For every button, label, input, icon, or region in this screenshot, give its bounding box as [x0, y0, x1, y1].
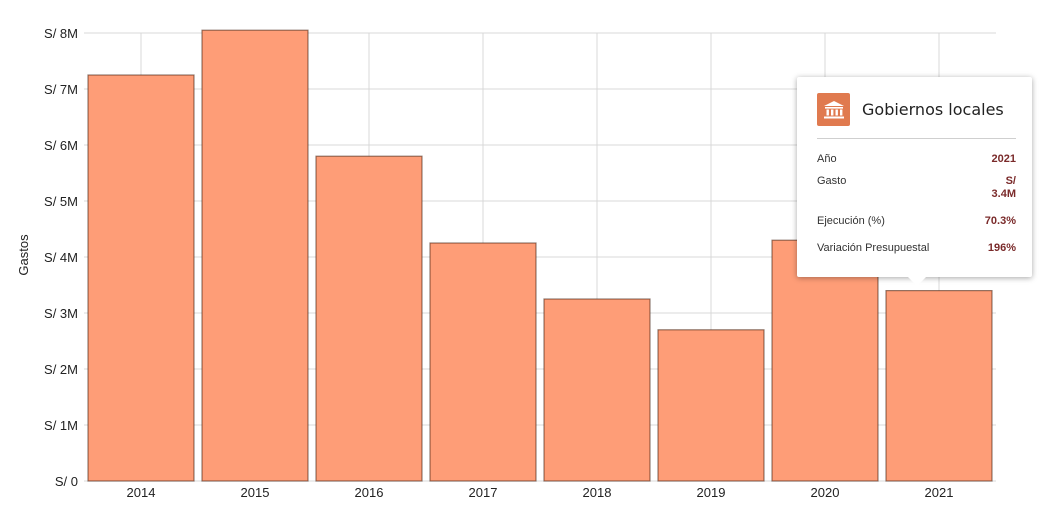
bar-2015[interactable] — [201, 29, 309, 482]
y-axis-ticks: S/ 0 S/ 1M S/ 2M S/ 3M S/ 4M S/ 5M S/ 6M S/ 7M S… — [44, 26, 78, 489]
bar-2018[interactable] — [543, 298, 651, 482]
bar-2014[interactable] — [87, 74, 195, 482]
x-tick-label: 2015 — [241, 485, 270, 500]
tooltip: Gobiernos locales Año 2021 Gasto S/ 3.4M… — [797, 77, 1032, 286]
x-tick-label: 2019 — [697, 485, 726, 500]
bars — [87, 29, 993, 482]
y-tick-label: S/ 7M — [44, 82, 78, 97]
tooltip-header: Gobiernos locales — [817, 93, 1016, 139]
tooltip-label: Ejecución (%) — [817, 215, 885, 227]
bar-2021[interactable] — [885, 290, 993, 482]
y-tick-label: S/ 2M — [44, 362, 78, 377]
y-tick-label: S/ 4M — [44, 250, 78, 265]
y-tick-label: S/ 5M — [44, 194, 78, 209]
x-tick-label: 2016 — [355, 485, 384, 500]
tooltip-label: Año — [817, 153, 837, 165]
x-tick-label: 2014 — [127, 485, 156, 500]
y-tick-label: S/ 0 — [55, 474, 78, 489]
bar-2017[interactable] — [429, 242, 537, 482]
tooltip-row-year: Año 2021 — [817, 153, 1016, 166]
tooltip-title: Gobiernos locales — [862, 100, 1004, 119]
tooltip-row-variation: Variación Presupuestal 196% — [817, 242, 1016, 255]
tooltip-value: 2021 — [991, 153, 1016, 165]
tooltip-label: Variación Presupuestal — [817, 242, 930, 254]
tooltip-value: S/ 3.4M — [991, 175, 1016, 200]
x-tick-label: 2017 — [469, 485, 498, 500]
bar-2016[interactable] — [315, 155, 423, 482]
government-building-icon — [817, 93, 850, 126]
x-tick-label: 2020 — [811, 485, 840, 500]
tooltip-value: 196% — [987, 242, 1016, 254]
x-tick-label: 2021 — [925, 485, 954, 500]
bar-2019[interactable] — [657, 329, 765, 482]
y-tick-label: S/ 6M — [44, 138, 78, 153]
x-axis-ticks: 2014 2015 2016 2017 2018 2019 2020 2021 — [127, 485, 954, 500]
tooltip-row-execution: Ejecución (%) 70.3% — [817, 215, 1016, 228]
y-tick-label: S/ 8M — [44, 26, 78, 41]
tooltip-value: 70.3% — [984, 215, 1016, 227]
y-tick-label: S/ 1M — [44, 418, 78, 433]
tooltip-label: Gasto — [817, 175, 847, 187]
tooltip-row-spend: Gasto S/ 3.4M — [817, 175, 1016, 201]
x-tick-label: 2018 — [583, 485, 612, 500]
y-axis-label: Gastos — [16, 234, 31, 276]
y-tick-label: S/ 3M — [44, 306, 78, 321]
